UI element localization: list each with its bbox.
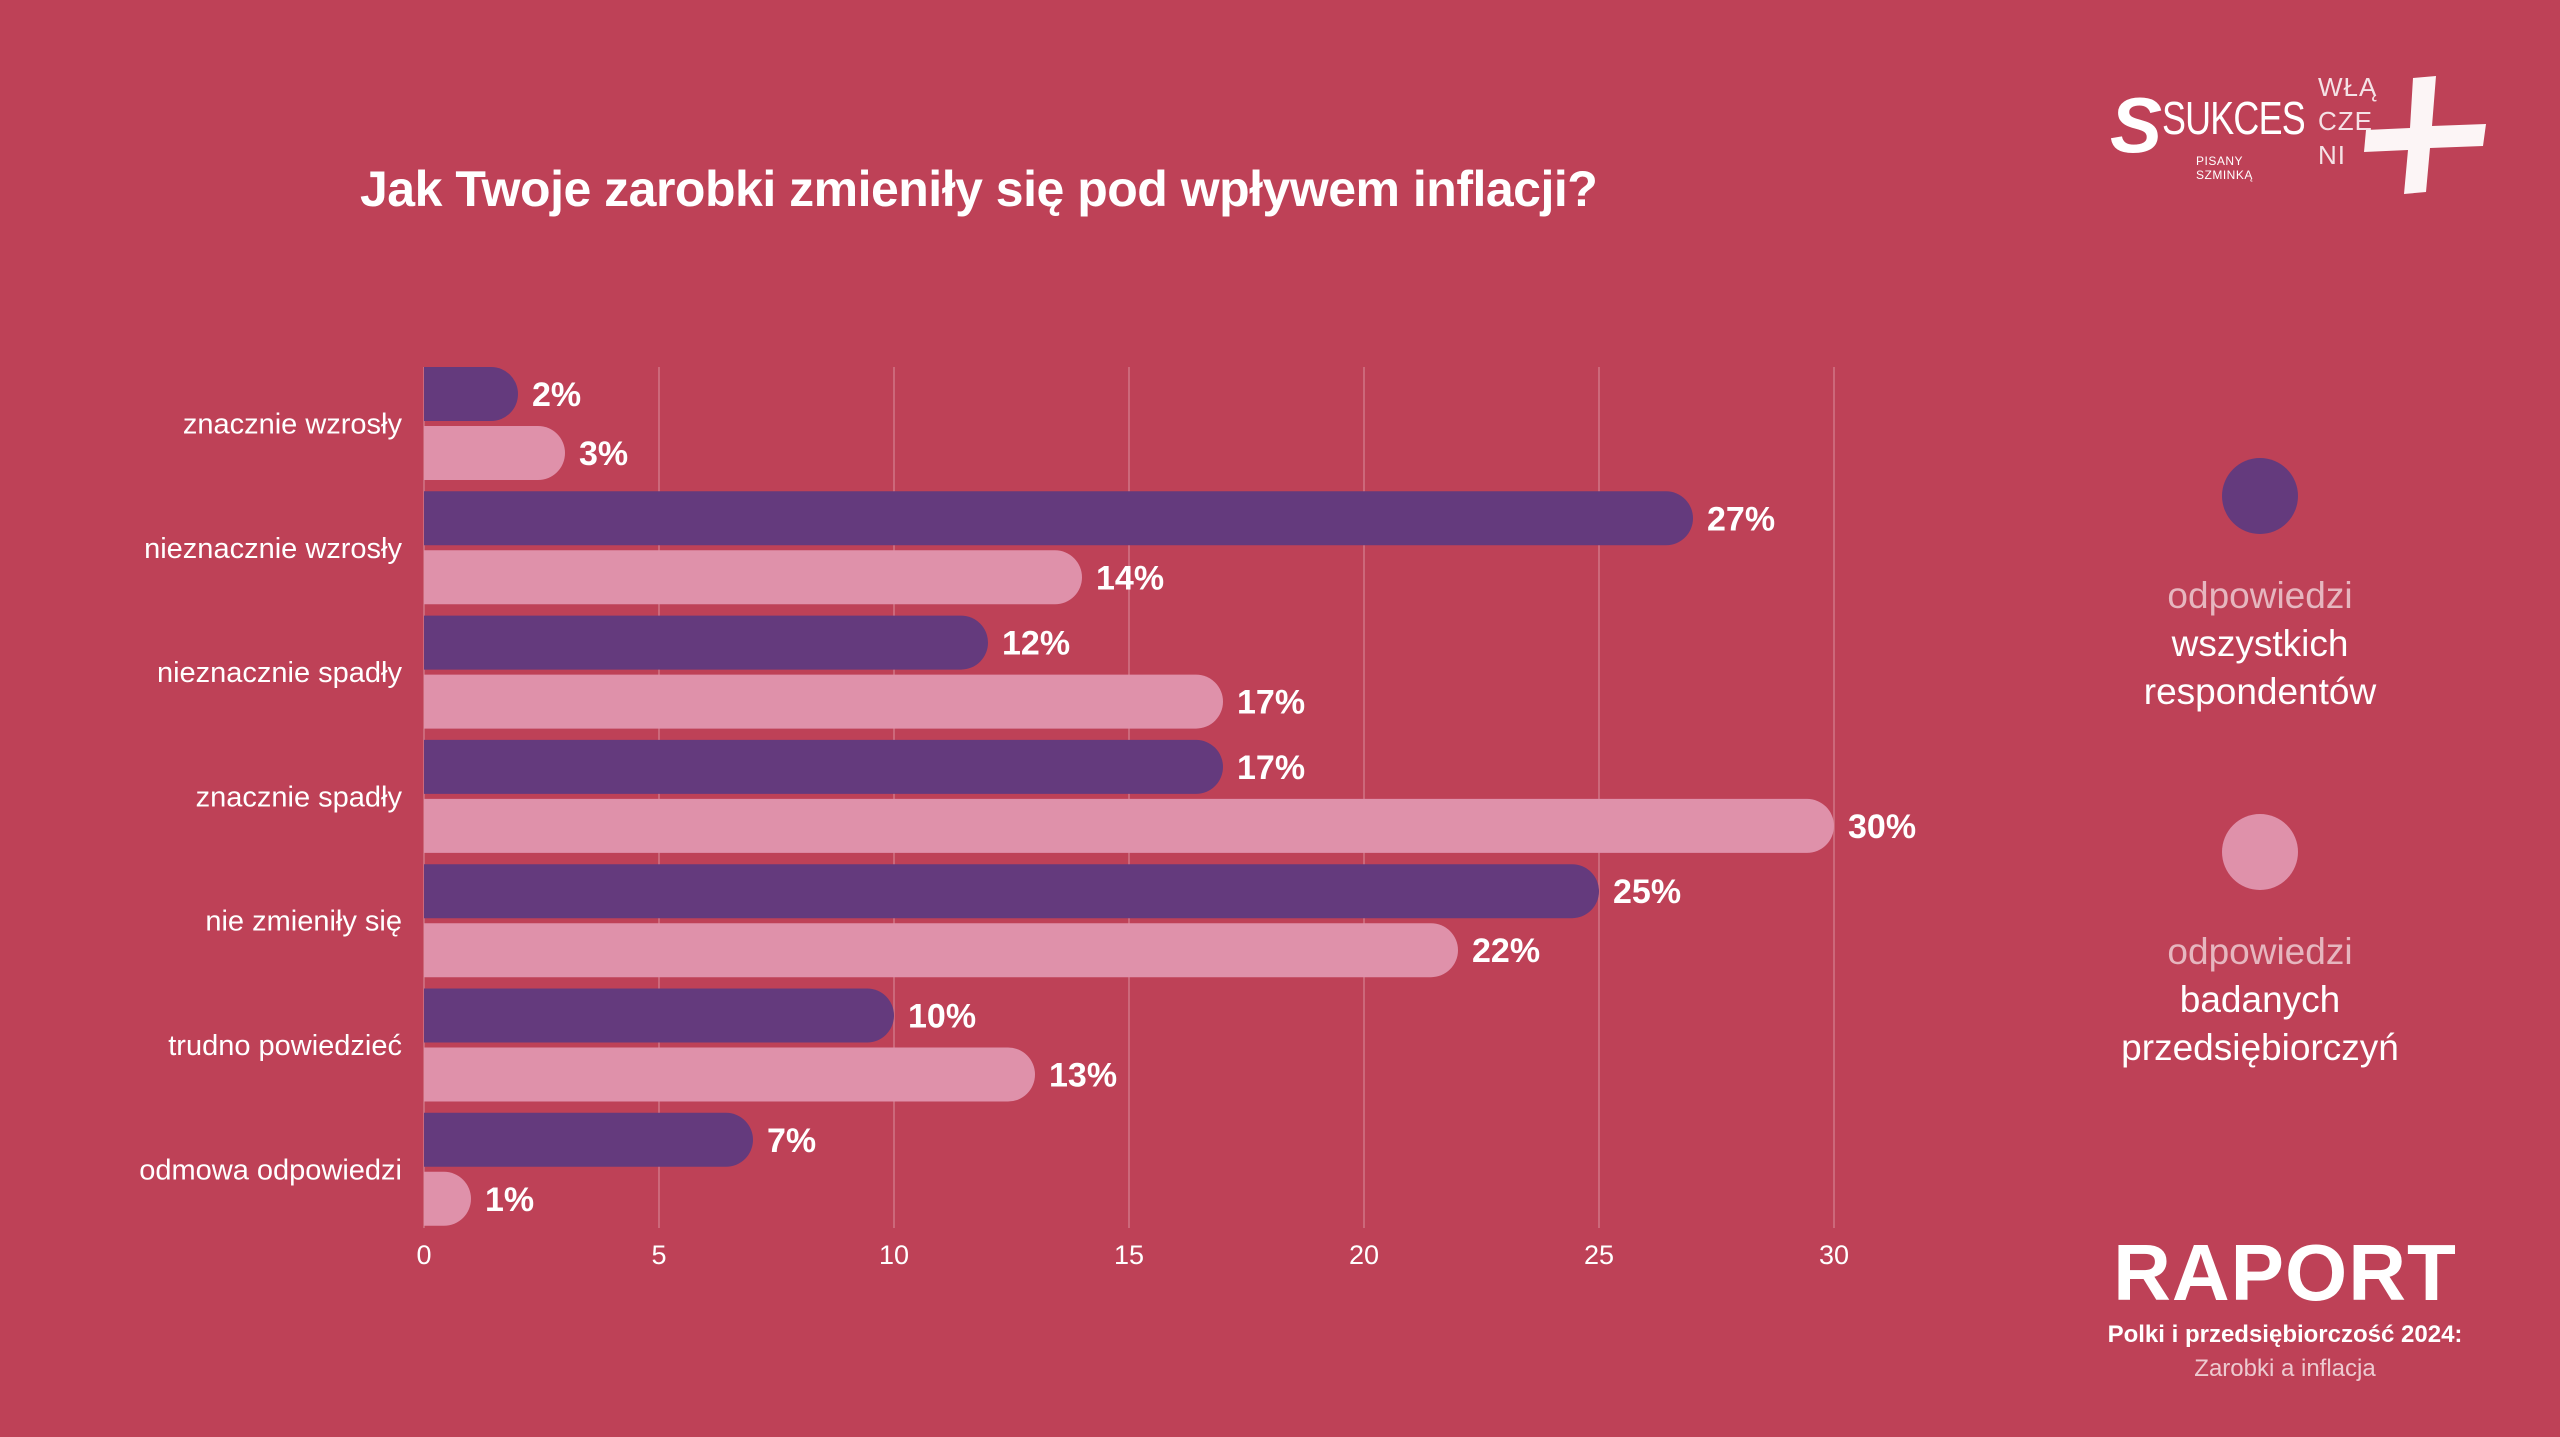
bar bbox=[424, 1171, 471, 1226]
bar bbox=[424, 1112, 753, 1167]
bar bbox=[424, 798, 1834, 853]
sukces-logo: S SUKCES PISANY SZMINKĄ bbox=[2110, 80, 2306, 182]
chart-title: Jak Twoje zarobki zmieniły się pod wpływ… bbox=[360, 161, 1598, 217]
value-label: 17% bbox=[1237, 684, 1305, 722]
x-tick-label: 5 bbox=[651, 1240, 666, 1270]
sukces-logo-word: SUKCES bbox=[2162, 92, 2306, 144]
legend: odpowiedzi badanych przedsiębiorczyń bbox=[2060, 814, 2460, 1072]
legend-item-entrepreneurs: odpowiedzi badanych przedsiębiorczyń bbox=[2060, 814, 2460, 1072]
bars bbox=[424, 367, 1834, 1226]
value-label: 7% bbox=[767, 1122, 816, 1160]
category-label: nieznacznie wzrosły bbox=[144, 533, 402, 565]
legend: odpowiedzi wszystkich respondentów bbox=[2060, 458, 2460, 716]
value-label: 12% bbox=[1002, 625, 1070, 663]
value-label: 22% bbox=[1472, 932, 1540, 970]
sukces-logo-tagline: PISANY SZMINKĄ bbox=[2196, 154, 2253, 182]
wlaczeni-logo-text: WŁĄ CZE NI bbox=[2318, 72, 2378, 170]
labels: 0 5 10 15 20 25 30 znacznie wzrosły 2% 3% nieznacz… bbox=[139, 376, 1916, 1270]
wlaczeni-logo: WŁĄ CZE NI bbox=[2318, 70, 2498, 200]
bar bbox=[424, 1047, 1035, 1102]
bar bbox=[424, 864, 1599, 919]
x-tick-label: 20 bbox=[1349, 1240, 1379, 1270]
report-heading: RAPORT bbox=[2113, 1228, 2457, 1317]
sukces-logo-mark: S bbox=[2110, 81, 2163, 169]
value-label: 10% bbox=[908, 998, 976, 1036]
bar bbox=[424, 550, 1082, 605]
x-tick-label: 25 bbox=[1584, 1240, 1614, 1270]
value-label: 14% bbox=[1096, 559, 1164, 597]
report-subtitle: Polki i przedsiębiorczość 2024: bbox=[2107, 1321, 2463, 1348]
bar bbox=[424, 674, 1223, 729]
value-label: 2% bbox=[532, 376, 581, 414]
legend-label-line3: przedsiębiorczyń bbox=[2121, 1027, 2399, 1068]
bar bbox=[424, 739, 1223, 794]
category-label: nie zmieniły się bbox=[205, 906, 402, 938]
report-badge: RAPORT Polki i przedsiębiorczość 2024: Z… bbox=[2050, 1228, 2520, 1386]
legend-dot-entrepreneurs bbox=[2222, 814, 2298, 890]
legend-dot-all bbox=[2222, 458, 2298, 534]
category-label: znacznie spadły bbox=[196, 781, 403, 813]
x-tick-label: 0 bbox=[416, 1240, 431, 1270]
category-label: odmowa odpowiedzi bbox=[139, 1154, 402, 1186]
category-label: trudno powiedzieć bbox=[168, 1030, 402, 1062]
legend-label-line3: respondentów bbox=[2143, 671, 2377, 712]
legend-label-line1: odpowiedzi bbox=[2167, 931, 2353, 972]
plus-icon bbox=[2364, 76, 2486, 194]
bar bbox=[424, 367, 518, 421]
legend-label-line2: wszystkich bbox=[2171, 623, 2349, 664]
x-tick-label: 30 bbox=[1819, 1240, 1849, 1270]
x-tick-label: 10 bbox=[879, 1240, 909, 1270]
legend-label-line1: odpowiedzi bbox=[2167, 575, 2353, 616]
legend-item-all: odpowiedzi wszystkich respondentów bbox=[2060, 458, 2460, 716]
value-label: 25% bbox=[1613, 873, 1681, 911]
x-tick-label: 15 bbox=[1114, 1240, 1144, 1270]
bar bbox=[424, 426, 565, 480]
category-label: znacznie wzrosły bbox=[183, 409, 403, 441]
legend-label-line2: badanych bbox=[2179, 979, 2341, 1020]
value-label: 1% bbox=[485, 1181, 534, 1219]
report-topic: Zarobki a inflacja bbox=[2194, 1355, 2376, 1382]
value-label: 3% bbox=[579, 435, 628, 473]
value-label: 13% bbox=[1049, 1057, 1117, 1095]
bar bbox=[424, 988, 894, 1043]
value-label: 30% bbox=[1848, 808, 1916, 846]
bar bbox=[424, 615, 989, 670]
value-label: 17% bbox=[1237, 749, 1305, 787]
bar bbox=[424, 923, 1458, 978]
category-label: nieznacznie spadły bbox=[157, 657, 403, 689]
value-label: 27% bbox=[1707, 500, 1775, 538]
bar bbox=[424, 491, 1693, 546]
